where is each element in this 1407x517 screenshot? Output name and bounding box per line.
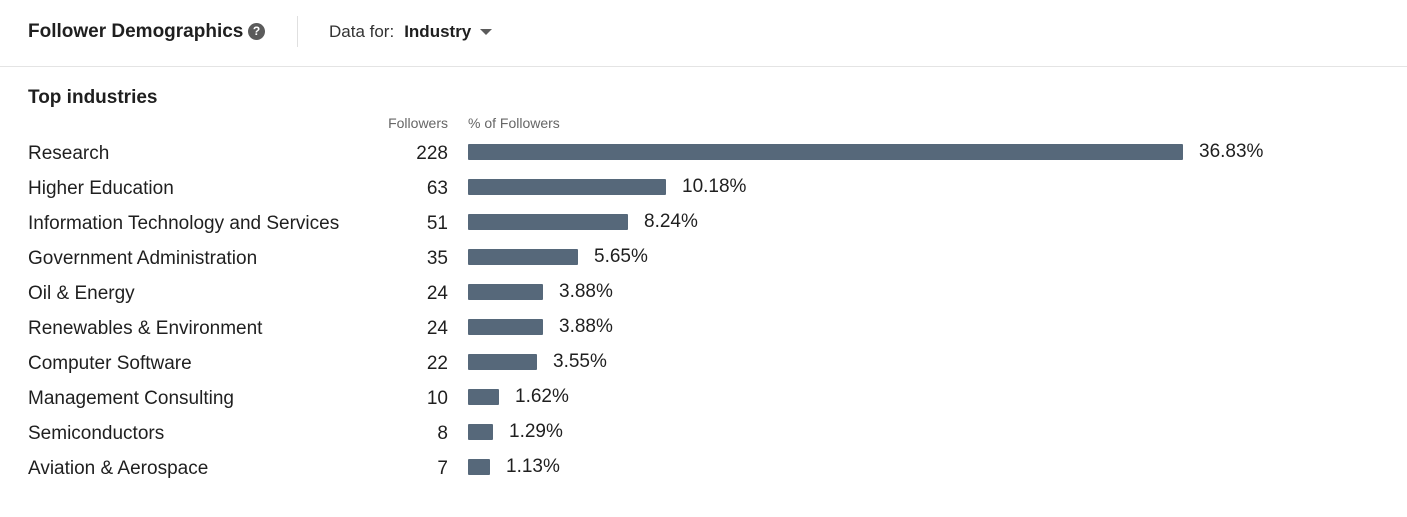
follower-count: 51	[426, 213, 448, 234]
industry-row: Renewables & Environment 24 3.88%	[0, 311, 1407, 346]
percent-bar	[468, 144, 1183, 160]
percent-bar	[468, 179, 666, 195]
follower-count: 63	[426, 178, 448, 199]
caret-down-icon	[480, 29, 493, 35]
percent-label: 3.88%	[559, 281, 613, 302]
bar-container: 5.65%	[468, 246, 648, 267]
bar-container: 8.24%	[468, 211, 698, 232]
column-header-percent: % of Followers	[468, 115, 560, 131]
data-for-dropdown[interactable]: Data for: Industry	[329, 22, 493, 42]
industry-label: Semiconductors	[28, 423, 165, 444]
bar-container: 3.88%	[468, 316, 613, 337]
section-title: Top industries	[28, 87, 158, 108]
follower-count: 8	[437, 423, 448, 444]
industry-label: Government Administration	[28, 248, 258, 269]
percent-label: 3.55%	[553, 351, 607, 372]
industry-row: Information Technology and Services 51 8.2…	[0, 206, 1407, 241]
header-bar: Follower Demographics ? Data for: Indust…	[0, 0, 1407, 67]
bar-container: 3.88%	[468, 281, 613, 302]
percent-label: 1.29%	[509, 421, 563, 442]
percent-bar	[468, 424, 493, 440]
industry-bar-chart: Research 228 36.83% Higher Education 63 10.18…	[0, 136, 1407, 486]
industry-label: Information Technology and Services	[28, 213, 340, 234]
industry-label: Research	[28, 143, 110, 164]
page-title: Follower Demographics	[28, 21, 244, 42]
percent-bar	[468, 284, 543, 300]
filter-label: Data for:	[329, 22, 395, 41]
percent-label: 1.13%	[506, 456, 560, 477]
bar-container: 36.83%	[468, 141, 1264, 162]
percent-bar	[468, 354, 537, 370]
industry-row: Oil & Energy 24 3.88%	[0, 276, 1407, 311]
bar-container: 1.29%	[468, 421, 563, 442]
industry-row: Computer Software 22 3.55%	[0, 346, 1407, 381]
bar-container: 10.18%	[468, 176, 747, 197]
percent-bar	[468, 389, 499, 405]
help-icon[interactable]: ?	[248, 23, 265, 40]
percent-bar	[468, 249, 578, 265]
industry-label: Computer Software	[28, 353, 192, 374]
industry-label: Management Consulting	[28, 388, 234, 409]
industry-row: Research 228 36.83%	[0, 136, 1407, 171]
industry-row: Management Consulting 10 1.62%	[0, 381, 1407, 416]
industry-row: Aviation & Aerospace 7 1.13%	[0, 451, 1407, 486]
follower-count: 35	[426, 248, 448, 269]
column-header-followers: Followers	[388, 115, 448, 131]
follower-count: 22	[426, 353, 448, 374]
bar-container: 3.55%	[468, 351, 607, 372]
follower-count: 228	[416, 143, 448, 164]
percent-bar	[468, 319, 543, 335]
percent-bar	[468, 459, 490, 475]
header-divider	[297, 16, 298, 47]
percent-label: 10.18%	[682, 176, 747, 197]
industry-label: Higher Education	[28, 178, 174, 199]
bar-container: 1.13%	[468, 456, 560, 477]
percent-label: 1.62%	[515, 386, 569, 407]
filter-selected-value: Industry	[404, 22, 472, 41]
industry-row: Higher Education 63 10.18%	[0, 171, 1407, 206]
percent-label: 8.24%	[644, 211, 698, 232]
industry-label: Renewables & Environment	[28, 318, 263, 339]
follower-count: 24	[426, 283, 448, 304]
follower-count: 7	[437, 458, 448, 479]
percent-label: 5.65%	[594, 246, 648, 267]
bar-container: 1.62%	[468, 386, 569, 407]
percent-label: 36.83%	[1199, 141, 1264, 162]
percent-bar	[468, 214, 628, 230]
percent-label: 3.88%	[559, 316, 613, 337]
industry-label: Oil & Energy	[28, 283, 135, 304]
industry-label: Aviation & Aerospace	[28, 458, 209, 479]
follower-count: 10	[426, 388, 448, 409]
industry-row: Semiconductors 8 1.29%	[0, 416, 1407, 451]
follower-count: 24	[426, 318, 448, 339]
industry-row: Government Administration 35 5.65%	[0, 241, 1407, 276]
